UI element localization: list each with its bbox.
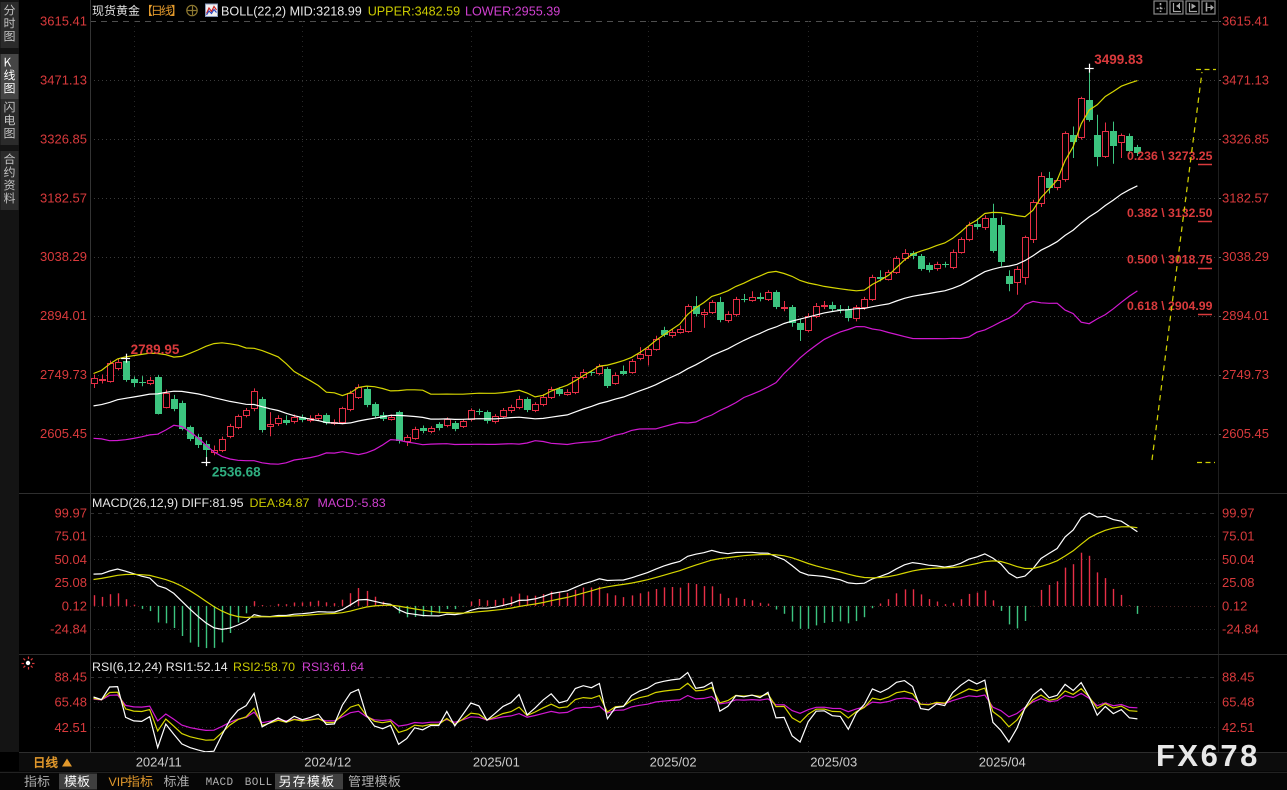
svg-text:2024/11: 2024/11 — [136, 755, 182, 770]
svg-text:MACD:-5.83: MACD:-5.83 — [318, 496, 386, 510]
svg-text:3326.85: 3326.85 — [40, 131, 87, 146]
svg-text:RSI(6,12,24) RSI1:52.14: RSI(6,12,24) RSI1:52.14 — [92, 660, 228, 674]
svg-text:25.08: 25.08 — [54, 575, 87, 590]
svg-text:2025/03: 2025/03 — [810, 755, 857, 770]
svg-text:2894.01: 2894.01 — [1222, 308, 1269, 323]
svg-text:BOLL(22,2) MID:3218.99: BOLL(22,2) MID:3218.99 — [221, 5, 362, 19]
svg-text:MACD(26,12,9) DIFF:81.95: MACD(26,12,9) DIFF:81.95 — [92, 496, 244, 510]
svg-text:VIP: VIP — [109, 775, 129, 789]
svg-text:0.12: 0.12 — [1222, 598, 1247, 613]
svg-text:88.45: 88.45 — [54, 670, 87, 685]
svg-text:3615.41: 3615.41 — [40, 14, 87, 29]
svg-text:BOLL: BOLL — [245, 777, 273, 789]
svg-text:RSI3:61.64: RSI3:61.64 — [302, 660, 364, 674]
svg-text:3471.13: 3471.13 — [1222, 72, 1269, 87]
svg-text:65.48: 65.48 — [54, 695, 87, 710]
svg-text:99.97: 99.97 — [54, 505, 87, 520]
svg-text:3038.29: 3038.29 — [40, 249, 87, 264]
svg-text:3499.83: 3499.83 — [1094, 52, 1143, 67]
svg-text:3038.29: 3038.29 — [1222, 249, 1269, 264]
svg-text:50.04: 50.04 — [54, 552, 87, 567]
svg-text:2749.73: 2749.73 — [1222, 367, 1269, 382]
svg-text:3615.41: 3615.41 — [1222, 14, 1269, 29]
svg-text:75.01: 75.01 — [1222, 529, 1255, 544]
svg-text:MACD: MACD — [206, 777, 234, 789]
svg-text:-24.84: -24.84 — [50, 622, 87, 637]
svg-text:FX678: FX678 — [1156, 738, 1260, 773]
svg-text:65.48: 65.48 — [1222, 695, 1255, 710]
svg-text:3471.13: 3471.13 — [40, 72, 87, 87]
svg-text:2025/01: 2025/01 — [473, 755, 520, 770]
svg-text:2789.95: 2789.95 — [131, 342, 180, 357]
svg-text:LOWER:2955.39: LOWER:2955.39 — [465, 5, 560, 19]
svg-text:42.51: 42.51 — [1222, 720, 1255, 735]
svg-text:2024/12: 2024/12 — [304, 755, 351, 770]
svg-text:UPPER:3482.59: UPPER:3482.59 — [368, 5, 460, 19]
svg-text:2605.45: 2605.45 — [1222, 426, 1269, 441]
svg-text:2605.45: 2605.45 — [40, 426, 87, 441]
svg-text:2894.01: 2894.01 — [40, 308, 87, 323]
svg-text:50.04: 50.04 — [1222, 552, 1255, 567]
svg-text:2749.73: 2749.73 — [40, 367, 87, 382]
svg-text:2536.68: 2536.68 — [212, 465, 261, 480]
svg-text:0.236 \ 3273.25: 0.236 \ 3273.25 — [1127, 149, 1213, 163]
svg-text:3326.85: 3326.85 — [1222, 131, 1269, 146]
svg-text:3182.57: 3182.57 — [1222, 190, 1269, 205]
svg-text:0.382 \ 3132.50: 0.382 \ 3132.50 — [1127, 206, 1213, 220]
svg-text:2025/02: 2025/02 — [650, 755, 697, 770]
svg-text:25.08: 25.08 — [1222, 575, 1255, 590]
svg-text:0.618 \ 2904.99: 0.618 \ 2904.99 — [1127, 299, 1213, 313]
svg-text:75.01: 75.01 — [54, 529, 87, 544]
svg-text:99.97: 99.97 — [1222, 505, 1255, 520]
svg-text:88.45: 88.45 — [1222, 670, 1255, 685]
svg-text:3182.57: 3182.57 — [40, 190, 87, 205]
svg-text:-24.84: -24.84 — [1222, 622, 1259, 637]
svg-text:RSI2:58.70: RSI2:58.70 — [233, 660, 295, 674]
svg-text:2025/04: 2025/04 — [979, 755, 1026, 770]
svg-text:42.51: 42.51 — [54, 720, 87, 735]
svg-text:0.500 \ 3018.75: 0.500 \ 3018.75 — [1127, 253, 1213, 267]
svg-text:0.12: 0.12 — [62, 598, 87, 613]
svg-text:DEA:84.87: DEA:84.87 — [250, 496, 310, 510]
